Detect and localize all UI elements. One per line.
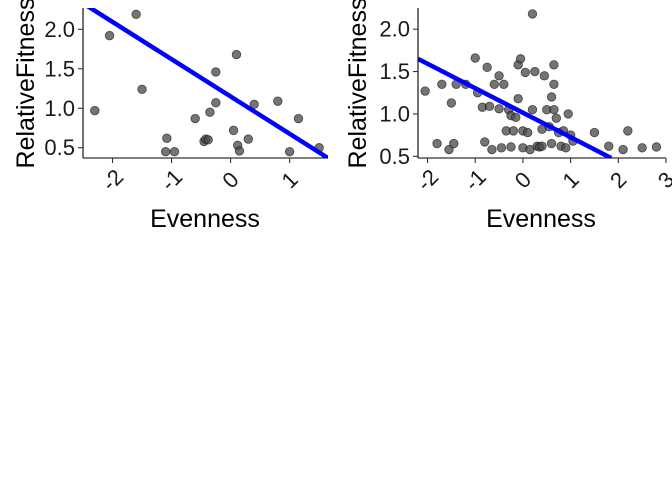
chart-left-data-point: [243, 134, 254, 144]
chart-right-data-point: [420, 86, 430, 96]
chart-right-data-point: [546, 138, 557, 149]
chart-left-data-point: [228, 125, 239, 136]
chart-left-data-point: [137, 84, 147, 95]
chart-left-data-point: [293, 113, 304, 124]
chart-right: -2 -1 0 1 2 3 0.51.01.52.0 Evenness RelativeF…: [344, 0, 672, 233]
chart-left-y-ticks: 0.5 1.0 1.5 2.0: [44, 17, 83, 160]
chart-right-data-point: [513, 93, 523, 104]
chart-right-data-point: [470, 53, 480, 63]
chart-right-x-axis-title: Evenness: [486, 205, 596, 233]
chart-right-data-point: [537, 141, 547, 151]
chart-left-data-point: [205, 107, 215, 117]
chart-right-data-point: [494, 71, 504, 81]
chart-right-data-point: [546, 92, 557, 102]
chart-right-data-point: [527, 9, 538, 19]
chart-left-data-point: [190, 113, 200, 124]
chart-right-data-point: [432, 138, 442, 149]
chart-left-data-point: [104, 30, 115, 41]
chart-left-data-point: [234, 146, 245, 156]
chart-right-data-point: [549, 60, 559, 70]
chart-right-data-point: [446, 98, 457, 108]
chart-left-y-tick-label: 1.0: [44, 96, 75, 121]
chart-left-data-point: [131, 9, 141, 20]
chart-right-data-point: [551, 113, 562, 123]
chart-right-data-point: [499, 79, 509, 89]
chart-left-data-point: [162, 133, 172, 143]
chart-left-data-point: [169, 146, 180, 157]
chart-right-data-point: [623, 126, 633, 136]
chart-left-data-point: [211, 98, 221, 108]
chart-right-y-tick-label: 1.0: [379, 101, 410, 126]
chart-left-data-point: [160, 146, 171, 157]
chart-left-x-axis-title: Evenness: [150, 205, 260, 233]
chart-right-data-point: [511, 112, 521, 123]
chart-left-y-axis-title: RelativeFitness: [12, 0, 40, 168]
chart-right-data-point: [480, 137, 490, 147]
chart-left-data-point: [203, 135, 213, 145]
chart-right-data-point: [487, 144, 497, 155]
chart-left-data-point: [249, 99, 259, 110]
chart-right-fit-line: [418, 56, 613, 158]
chart-left-data-point: [231, 49, 242, 60]
chart-right-data-point: [637, 143, 647, 153]
chart-right-data-point: [515, 54, 526, 64]
chart-right-data-point: [482, 62, 492, 73]
chart-right-data-point: [604, 141, 614, 151]
chart-right-plot-area: [418, 9, 662, 158]
chart-right-data-point: [589, 127, 600, 138]
chart-right-data-point: [549, 104, 559, 115]
chart-right-data-point: [489, 79, 500, 89]
chart-right-y-axis-title: RelativeFitness: [344, 0, 372, 168]
chart-left-fit-line: [86, 8, 328, 158]
chart-right-data-point: [494, 104, 504, 114]
chart-right-y-tick-label: 0.5: [379, 144, 410, 169]
chart-right-data-point: [520, 67, 531, 78]
chart-right-data-point: [527, 104, 538, 115]
chart-left-y-tick-label: 2.0: [44, 17, 75, 42]
chart-right-data-point: [563, 109, 573, 119]
chart-left-plot-area: [86, 8, 328, 158]
chart-right-data-point: [522, 127, 533, 138]
chart-right-data-point: [506, 142, 516, 152]
chart-left-data-point: [90, 105, 100, 116]
chart-right-data-point: [437, 79, 447, 89]
chart-right-data-point: [484, 101, 495, 112]
chart-right-data-point: [539, 71, 550, 81]
chart-right-y-tick-label: 2.0: [379, 17, 410, 42]
chart-left-data-point: [273, 96, 283, 106]
chart-right-data-point: [651, 142, 662, 152]
chart-right-data-point: [496, 143, 507, 153]
chart-left: -2 -1 0 1 0.51.01.52.0 Evenness RelativeFit…: [12, 0, 328, 233]
chart-left-data-point: [284, 146, 295, 157]
chart-left-data-point: [211, 67, 221, 77]
chart-right-data-point: [449, 138, 459, 149]
chart-right-y-ticks: 0.5 1.0 1.5 2.0: [379, 17, 418, 169]
chart-right-data-point: [618, 144, 628, 155]
chart-right-data-point: [549, 79, 559, 89]
chart-right-data-point: [561, 143, 571, 153]
chart-right-y-tick-label: 1.5: [379, 59, 410, 84]
chart-left-y-tick-label: 0.5: [44, 135, 75, 160]
chart-right-data-point: [530, 66, 540, 77]
chart-left-y-tick-label: 1.5: [44, 56, 75, 81]
chart-right-data-point: [508, 126, 519, 136]
